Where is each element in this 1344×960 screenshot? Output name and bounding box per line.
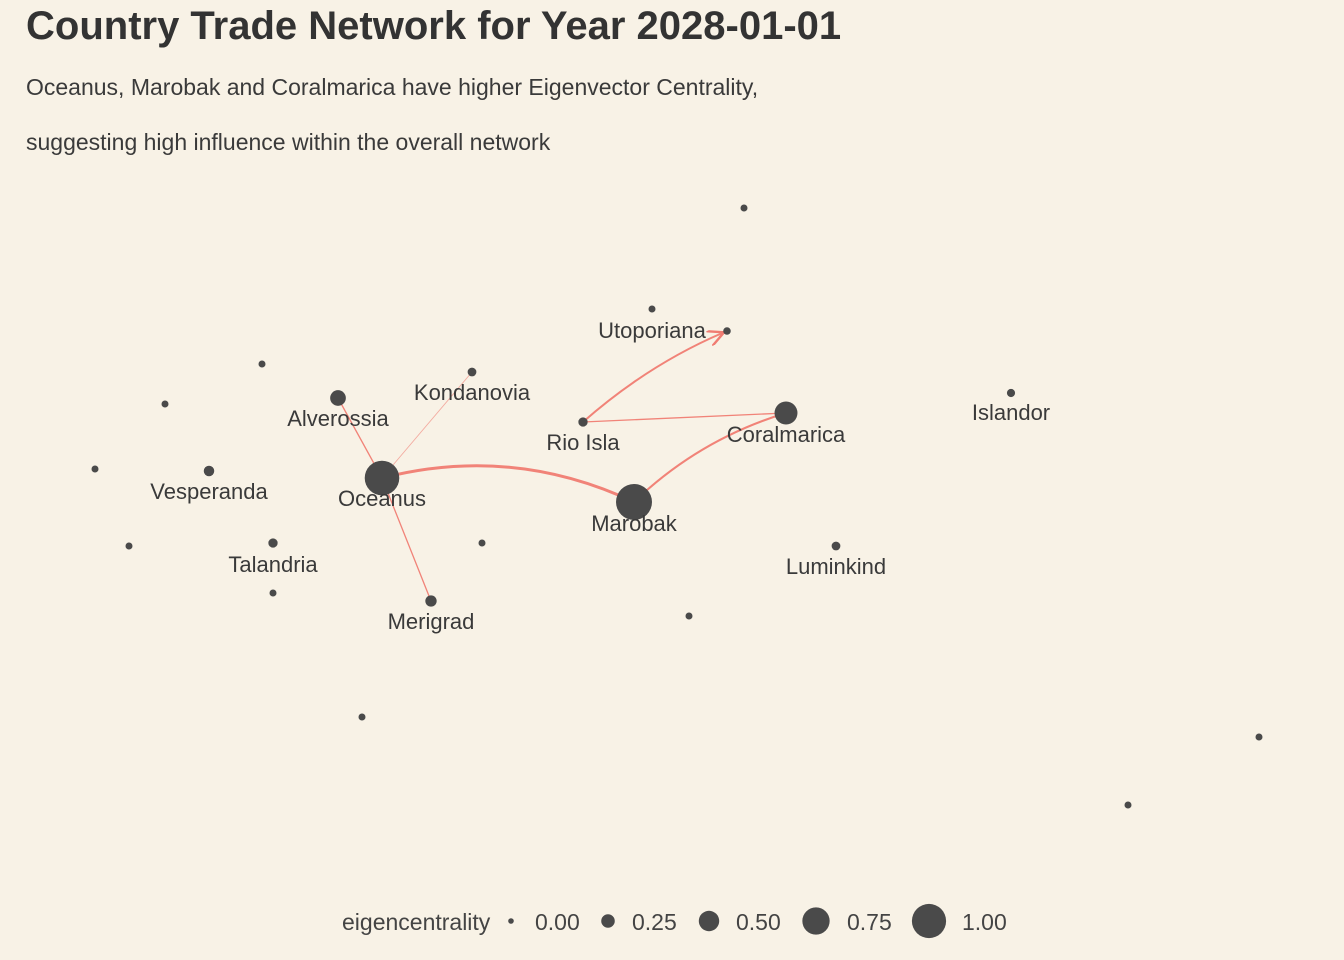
node-u6: [125, 542, 133, 550]
node-luminkind: [831, 541, 841, 551]
node-label-rio-isla: Rio Isla: [546, 430, 620, 455]
legend-label-4: 1.00: [962, 909, 1007, 935]
edges-layer: [337, 333, 787, 602]
edge-oceanus-marobak: [381, 464, 635, 504]
node-u1: [740, 204, 748, 212]
node-u7: [269, 589, 277, 597]
node-u12: [1124, 801, 1132, 809]
node-marobak: [616, 484, 652, 520]
node-label-utoporiana: Utoporiana: [598, 318, 706, 343]
node-coralmarica: [774, 401, 798, 425]
legend-label-1: 0.25: [632, 909, 677, 935]
node-merigrad: [425, 595, 437, 607]
node-u3: [258, 360, 266, 368]
node-label-merigrad: Merigrad: [388, 609, 475, 634]
node-label-luminkind: Luminkind: [786, 554, 886, 579]
node-u4: [161, 400, 169, 408]
node-rio-isla: [578, 417, 588, 427]
node-vesperanda: [203, 465, 215, 477]
legend-swatch-1: [601, 914, 615, 928]
node-u11: [1255, 733, 1263, 741]
subtitle-line-2: suggesting high influence within the ove…: [26, 129, 551, 155]
subtitle-line-1: Oceanus, Marobak and Coralmarica have hi…: [26, 74, 759, 100]
node-kondanovia: [467, 367, 477, 377]
edge-rio-isla-coralmarica: [582, 412, 787, 423]
node-label-oceanus: Oceanus: [338, 486, 426, 511]
legend-swatch-0: [508, 918, 514, 924]
node-label-talandria: Talandria: [228, 552, 318, 577]
node-label-coralmarica: Coralmarica: [727, 422, 846, 447]
node-label-alverossia: Alverossia: [287, 406, 389, 431]
legend: eigencentrality 0.00 0.25 0.50 0.75 1.00: [342, 903, 1007, 939]
node-u2: [648, 305, 656, 313]
node-u8: [478, 539, 486, 547]
node-islandor: [1006, 388, 1016, 398]
legend-swatch-2: [698, 910, 720, 932]
node-u9: [685, 612, 693, 620]
node-alverossia: [330, 390, 346, 406]
legend-label-0: 0.00: [535, 909, 580, 935]
nodes-layer: [91, 204, 1263, 809]
node-label-islandor: Islandor: [972, 400, 1050, 425]
legend-swatch-4: [911, 903, 947, 939]
legend-label-3: 0.75: [847, 909, 892, 935]
node-talandria: [268, 538, 278, 548]
node-label-marobak: Marobak: [591, 511, 678, 536]
labels-layer: Oceanus Marobak Coralmarica Alverossia Konda…: [150, 318, 1050, 634]
node-utoporiana: [723, 327, 731, 335]
node-u10: [358, 713, 366, 721]
node-oceanus: [364, 460, 400, 496]
edge-rio-isla-utoporiana: [582, 333, 723, 423]
legend-swatch-3: [802, 907, 830, 935]
node-label-vesperanda: Vesperanda: [150, 479, 268, 504]
legend-label-2: 0.50: [736, 909, 781, 935]
node-u5: [91, 465, 99, 473]
edge-marobak-coralmarica: [633, 412, 787, 503]
chart-title: Country Trade Network for Year 2028-01-0…: [26, 4, 842, 48]
legend-title: eigencentrality: [342, 909, 491, 935]
node-label-kondanovia: Kondanovia: [414, 380, 531, 405]
